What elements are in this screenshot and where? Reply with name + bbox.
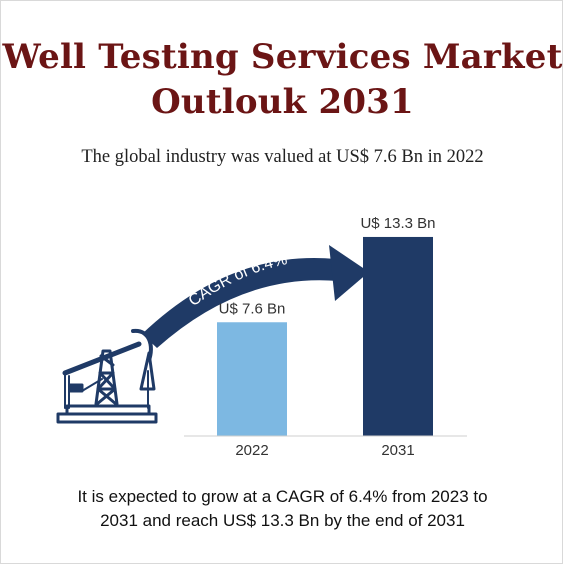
footer-text: It is expected to grow at a CAGR of 6.4%…: [1, 485, 563, 533]
page-title: Well Testing Services Market Outlouk 203…: [1, 35, 563, 125]
bar-2031: [363, 236, 433, 436]
footer-line-2: 2031 and reach US$ 13.3 Bn by the end of…: [100, 511, 465, 530]
data-label-2022: U$ 7.6 Bn: [219, 300, 286, 317]
title-line-2: Outlouk 2031: [151, 82, 414, 122]
curved-arrow-icon: [142, 245, 369, 348]
oil-pumpjack-icon: [56, 328, 158, 424]
subtitle: The global industry was valued at US$ 7.…: [81, 147, 484, 167]
bars-layer: U$ 7.6 Bn 2022 U$ 13.3 Bn 2031: [217, 215, 436, 459]
bar-2022: [217, 322, 287, 436]
title-line-1: Well Testing Services Market: [2, 37, 563, 77]
data-label-2031: U$ 13.3 Bn: [360, 215, 435, 232]
tick-label-2031: 2031: [381, 442, 414, 459]
tick-label-2022: 2022: [235, 442, 268, 459]
footer-line-1: It is expected to grow at a CAGR of 6.4%…: [77, 487, 488, 506]
